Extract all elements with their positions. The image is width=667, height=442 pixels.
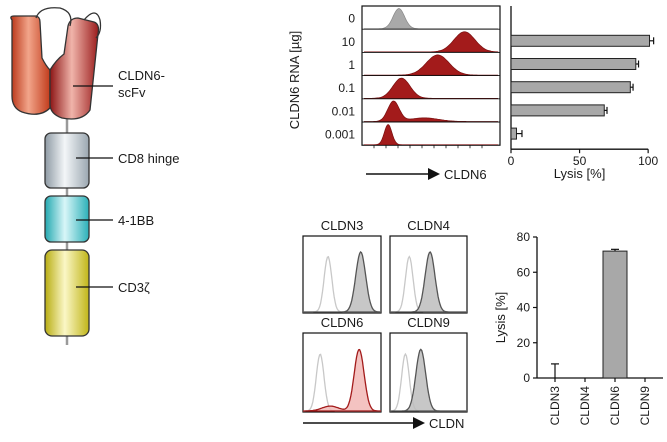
cldn-family-histograms: CLDN3 CLDN4 CLDN6 CLDN9 [302, 218, 468, 413]
lysis-horizontal-bar-chart: 0 50 100 Lysis [%] [508, 6, 658, 181]
vbar-x-tick-label: CLDN6 [608, 386, 622, 426]
dose-label: 0 [348, 12, 355, 26]
histogram-dose-0 [364, 8, 498, 30]
hbar-bar-0.001 [510, 127, 517, 140]
hinge-label: CD8 hinge [118, 151, 179, 166]
vbar-x-tick-label: CLDN3 [548, 386, 562, 426]
4-1bb-domain [44, 195, 90, 243]
cldn-histogram-title: CLDN3 [321, 218, 364, 233]
histogram-dose-2 [364, 54, 498, 76]
histogram-dose-3 [364, 77, 498, 99]
histogram-dose-1 [364, 31, 499, 53]
dose-labels: 0 10 1 0.1 0.01 0.001 [325, 12, 355, 142]
hbar-bar-1 [510, 58, 637, 70]
hbar-bar-0.01 [510, 104, 605, 117]
cldn-histogram-title: CLDN9 [407, 315, 450, 330]
histogram-dose-4 [364, 100, 498, 122]
dose-label: 0.01 [332, 104, 356, 118]
hbar-x-axis-label: Lysis [%] [554, 166, 606, 181]
cldn-axis-label: CLDN [429, 416, 464, 431]
vbar-y-tick-label: 40 [517, 301, 531, 315]
cldn-histogram-frame [302, 332, 382, 413]
stained-histogram [390, 251, 467, 313]
dose-response-panel: CLDN6 RNA [µg] 0 10 1 0.1 0.01 0.001 CLDN6 0 5… [287, 5, 658, 182]
scfv-label: CLDN6- scFv [118, 68, 165, 100]
cldn-histogram-title: CLDN4 [407, 218, 450, 233]
vbar-x-tick-label: CLDN9 [638, 386, 652, 426]
hbar-x-tick-label: 0 [508, 154, 515, 168]
hbar-x-tick-label: 100 [638, 154, 658, 168]
hbar-x-tick-label: 50 [573, 154, 587, 168]
stained-histogram [390, 348, 467, 412]
hbar-bar-10 [510, 34, 651, 47]
vbar-y-tick-label: 0 [523, 371, 530, 385]
vbar-y-tick-label: 80 [517, 230, 531, 244]
4-1bb-label: 4-1BB [118, 213, 154, 228]
scfv-linker [35, 7, 102, 39]
cldn6-axis-label: CLDN6 [444, 167, 487, 182]
histogram-dose-5 [364, 124, 498, 146]
vbar-x-tick-label: CLDN4 [578, 386, 592, 426]
cldn-histogram-title: CLDN6 [321, 315, 364, 330]
cd8-hinge-domain [44, 132, 90, 189]
cldn6-histogram-stack [361, 5, 501, 149]
scfv-label-line: CLDN6- [118, 68, 165, 83]
scfv-label-line: scFv [118, 85, 146, 100]
dose-label: 0.001 [325, 128, 355, 142]
cd3-zeta-label: CD3ζ [118, 280, 150, 295]
scfv-domain-vl [49, 17, 100, 120]
car-construct-diagram: CLDN6- scFv CD8 hinge 4-1BB CD3ζ [10, 7, 179, 345]
vbar-bar-CLDN6 [602, 250, 628, 379]
stained-histogram [303, 348, 381, 412]
vbar-y-tick-label: 60 [517, 265, 531, 279]
stained-histogram [303, 251, 381, 313]
hbar-bar-0.1 [510, 81, 631, 94]
rna-dose-axis-title: CLDN6 RNA [µg] [287, 31, 302, 130]
cldn-specificity-panel: CLDN3 CLDN4 CLDN6 CLDN9 CLDN 0 20 40 60 80 Lysis… [302, 218, 663, 431]
cldn-arrow-head [413, 417, 425, 429]
vbar-y-axis-label: Lysis [%] [493, 292, 508, 344]
cldn-lysis-bar-chart: 0 20 40 60 80 Lysis [%] CLDN3 CLDN4 CLDN6 CLDN9 [493, 230, 663, 425]
dose-label: 1 [348, 58, 355, 72]
scfv-domain-vh [10, 15, 51, 115]
dose-label: 0.1 [338, 81, 355, 95]
dose-label: 10 [342, 35, 356, 49]
cldn6-arrow-head [428, 168, 440, 180]
cd3-zeta-domain [44, 249, 90, 337]
vbar-y-tick-label: 20 [517, 336, 531, 350]
